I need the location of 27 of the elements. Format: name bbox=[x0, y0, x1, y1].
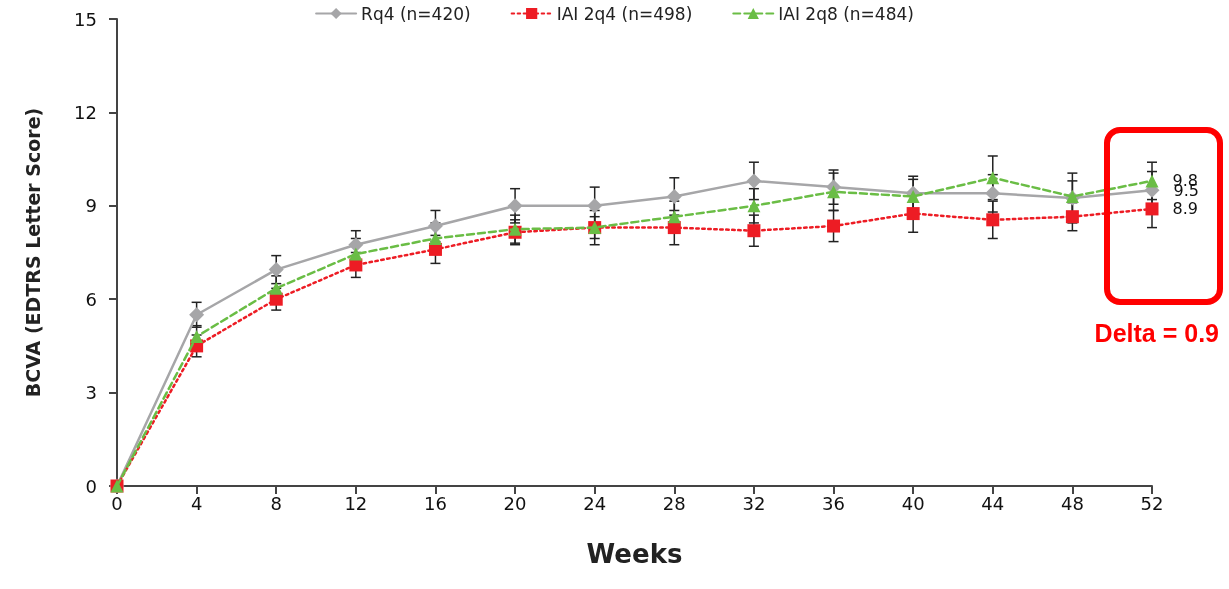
x-tick-label: 28 bbox=[662, 492, 686, 514]
x-tick-label: 32 bbox=[742, 492, 766, 514]
x-tick-label: 0 bbox=[111, 492, 123, 514]
legend-label: IAI 2q8 (n=484) bbox=[778, 3, 914, 24]
legend-label: Rq4 (n=420) bbox=[361, 3, 471, 24]
annotation: Delta = 0.9 bbox=[1094, 318, 1220, 347]
x-tick-label: 24 bbox=[583, 492, 607, 514]
data-label: 8.9 bbox=[1172, 199, 1198, 219]
y-tick-label: 15 bbox=[74, 8, 97, 30]
y-tick-label: 6 bbox=[85, 288, 97, 310]
x-tick-label: 4 bbox=[190, 492, 203, 514]
x-tick-label: 16 bbox=[424, 492, 447, 514]
x-tick-label: 36 bbox=[822, 492, 845, 514]
y-tick-label: 12 bbox=[74, 101, 97, 123]
x-tick-label: 8 bbox=[270, 492, 282, 514]
legend-label: IAI 2q4 (n=498) bbox=[556, 3, 693, 24]
x-tick-label: 44 bbox=[981, 492, 1005, 514]
y-tick-label: 3 bbox=[85, 382, 97, 404]
y-axis-title: BCVA (EDTRS Letter Score) bbox=[21, 107, 44, 398]
y-tick-label: 9 bbox=[85, 195, 97, 217]
y-tick-label: 0 bbox=[85, 475, 97, 497]
x-tick-label: 52 bbox=[1140, 492, 1164, 514]
x-tick-label: 20 bbox=[503, 492, 527, 514]
x-tick-label: 12 bbox=[344, 492, 368, 514]
x-tick-label: 48 bbox=[1060, 492, 1084, 514]
x-tick-label: 40 bbox=[901, 492, 925, 514]
x-axis-title: Weeks bbox=[586, 539, 683, 569]
